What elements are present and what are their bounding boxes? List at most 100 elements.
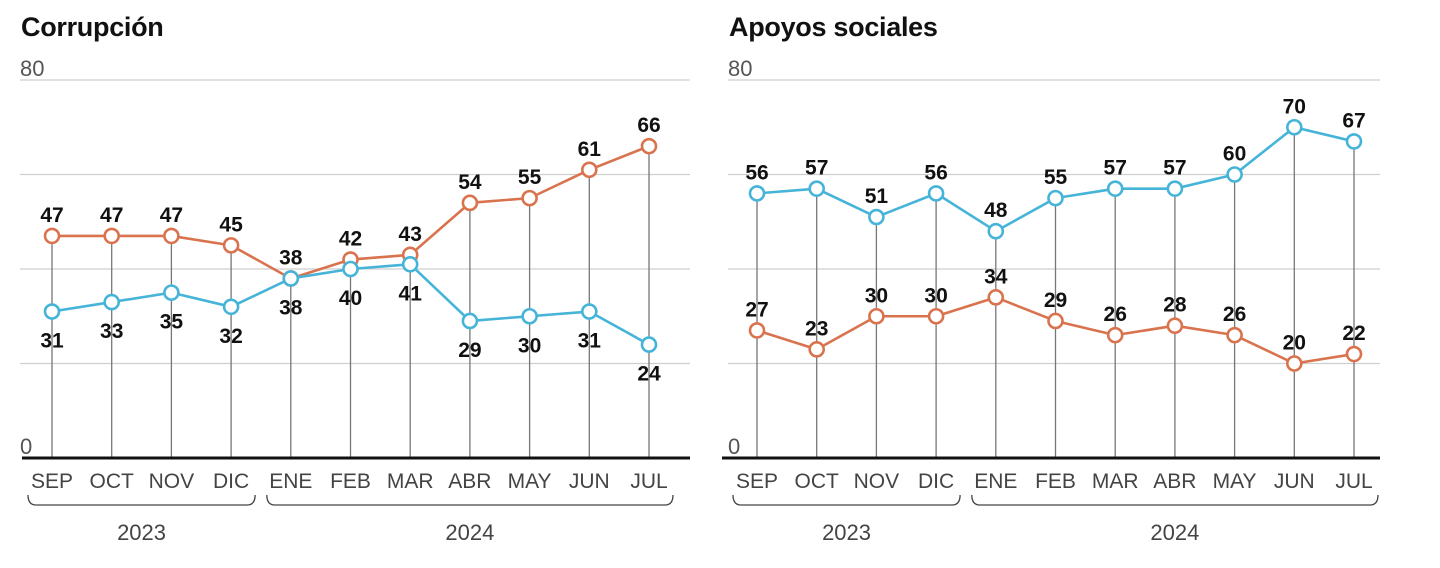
data-point (1106, 326, 1124, 344)
data-point (748, 322, 766, 339)
data-label: 30 (518, 334, 541, 357)
x-tick-label: JUL (630, 470, 667, 493)
line-chart-corrupcion: 0 80 SEP OCT NOV DIC ENE FEB MAR ABR MAY JUN JUL 2023… (20, 56, 690, 545)
data-label: 40 (339, 287, 362, 310)
data-label: 47 (40, 204, 63, 227)
data-point (808, 341, 825, 358)
data-point (222, 298, 240, 316)
data-label: 31 (578, 330, 602, 353)
data-point (1047, 189, 1064, 207)
data-label: 34 (984, 265, 1008, 288)
data-point (1345, 345, 1363, 363)
data-point (1166, 180, 1184, 197)
year-bracket (971, 494, 1379, 506)
data-point (580, 161, 598, 179)
year-bracket (266, 494, 674, 506)
x-tick-label: OCT (795, 470, 840, 493)
data-label: 35 (160, 311, 184, 334)
data-label: 30 (865, 284, 888, 307)
data-label: 27 (745, 298, 768, 321)
year-label: 2024 (1150, 520, 1199, 545)
data-label: 57 (1104, 157, 1127, 180)
data-label: 55 (1044, 166, 1068, 189)
year-bracket (27, 494, 256, 506)
x-tick-label: NOV (149, 470, 195, 493)
data-point (521, 189, 538, 207)
data-label: 57 (1163, 157, 1186, 180)
y-tick-label: 0 (728, 434, 740, 459)
data-point (1166, 317, 1184, 335)
x-tick-label: MAY (508, 470, 552, 493)
data-label: 23 (805, 317, 828, 340)
data-label: 66 (637, 114, 660, 137)
chart-panel-corrupcion: Corrupción 0 80 SEP OCT NOV DIC ENE FEB MAR ABR MA… (0, 0, 700, 568)
data-point (868, 208, 885, 226)
year-bracket (732, 494, 961, 506)
data-label: 41 (399, 282, 423, 305)
y-tick-label: 80 (728, 56, 752, 81)
data-point (987, 222, 1005, 240)
data-label: 29 (458, 339, 481, 362)
data-point (1345, 133, 1363, 150)
data-point (43, 227, 61, 245)
data-point (521, 307, 538, 325)
x-tick-label: MAY (1213, 470, 1257, 493)
x-tick-label: FEB (330, 470, 371, 493)
x-tick-label: JUL (1335, 470, 1372, 493)
data-label: 28 (1163, 294, 1187, 317)
data-point (1106, 180, 1124, 197)
data-point (282, 270, 300, 287)
x-tick-label: NOV (854, 470, 900, 493)
year-label: 2023 (117, 520, 166, 545)
data-point (342, 260, 359, 278)
data-point (163, 284, 180, 301)
data-label: 70 (1283, 95, 1306, 118)
data-point (808, 180, 825, 197)
data-label: 31 (40, 330, 64, 353)
data-label: 38 (279, 246, 303, 269)
data-point (222, 237, 240, 254)
data-label: 47 (100, 204, 123, 227)
chart-title: Corrupción (21, 12, 164, 42)
x-tick-label: DIC (918, 470, 954, 493)
data-point (927, 185, 945, 202)
data-label: 56 (924, 161, 947, 184)
data-label: 56 (745, 161, 768, 184)
year-label: 2023 (822, 520, 871, 545)
data-label: 48 (984, 199, 1008, 222)
x-tick-label: ENE (269, 470, 312, 493)
chart-title: Apoyos sociales (729, 12, 938, 42)
data-point (43, 303, 61, 320)
data-label: 24 (637, 363, 661, 386)
x-tick-label: SEP (31, 470, 73, 493)
data-point (103, 227, 120, 245)
x-tick-label: JUN (569, 470, 610, 493)
year-label: 2024 (445, 520, 494, 545)
chart-panel-apoyos-sociales: Apoyos sociales 0 80 SEP OCT NOV DIC ENE FEB MAR… (700, 0, 1440, 568)
data-point (401, 255, 419, 273)
data-point (640, 336, 658, 353)
data-label: 61 (578, 138, 602, 161)
data-point (640, 137, 658, 155)
data-label: 42 (339, 228, 362, 251)
data-label: 20 (1283, 332, 1306, 355)
data-label: 60 (1223, 143, 1246, 166)
data-point (1285, 118, 1303, 136)
data-label: 51 (865, 185, 889, 208)
data-label: 29 (1044, 289, 1067, 312)
data-label: 22 (1342, 322, 1365, 345)
x-tick-label: DIC (213, 470, 249, 493)
data-label: 30 (924, 284, 947, 307)
x-tick-label: MAR (1092, 470, 1139, 493)
data-point (1285, 355, 1303, 372)
x-tick-label: FEB (1035, 470, 1076, 493)
data-point (868, 307, 885, 325)
data-point (163, 227, 180, 245)
x-tick-label: JUN (1274, 470, 1315, 493)
data-label: 43 (399, 223, 422, 246)
data-label: 55 (518, 166, 542, 189)
x-tick-label: SEP (736, 470, 778, 493)
data-label: 57 (805, 157, 828, 180)
y-tick-label: 0 (20, 434, 32, 459)
data-label: 45 (219, 213, 243, 236)
